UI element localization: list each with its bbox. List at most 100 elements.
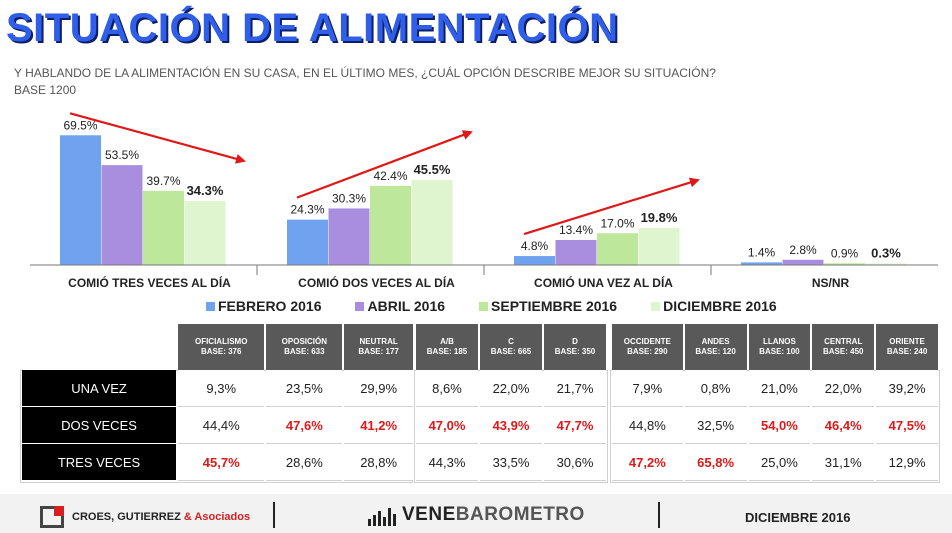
crosstab-regions: OCCIDENTE BASE: 290 ANDES BASE: 120 LLANOS BA… [610, 324, 940, 481]
footer-divider [658, 502, 660, 528]
row-label: TRES VECES [22, 444, 176, 481]
column-header-name: OCCIDENTE [623, 337, 671, 346]
category-label: COMIÓ UNA VEZ AL DÍA [534, 275, 673, 290]
table-row: DOS VECES 44,4% 47,6% 41,2% [22, 407, 413, 444]
bar-value-label: 69.5% [63, 118, 97, 132]
bar [184, 200, 226, 265]
column-header-name: NEUTRAL [359, 337, 398, 346]
bar-value-label: 34.3% [187, 183, 224, 198]
bar [555, 239, 597, 265]
bar [597, 233, 638, 265]
table-cell: 9,3% [178, 370, 265, 407]
bar [101, 165, 143, 265]
legend-swatch [355, 301, 365, 311]
bar [370, 185, 411, 265]
column-header: D BASE: 350 [544, 324, 606, 370]
column-header: OFICIALISMO BASE: 376 [178, 324, 265, 370]
footer-date: DICIEMBRE 2016 [745, 510, 851, 525]
table-row: TRES VECES 45,7% 28,6% 28,8% [22, 444, 413, 481]
bar-value-label: 13.4% [559, 223, 593, 237]
venebarometro-logo: VENEBAROMETRO [368, 504, 585, 526]
column-header-base: BASE: 350 [554, 347, 596, 356]
table-cell: 28,8% [344, 444, 413, 481]
legend-label: SEPTIEMBRE 2016 [491, 298, 618, 314]
table-row: 47,0% 43,9% 47,7% [416, 407, 606, 444]
table-cell: 7,9% [612, 370, 683, 407]
table-cell: 22,0% [812, 370, 875, 407]
bar [824, 263, 865, 265]
column-header-name: ANDES [701, 337, 730, 346]
crosstab-political: OFICIALISMO BASE: 376 OPOSICIÓN BASE: 633 NE… [20, 324, 415, 481]
table-cell: 21,0% [748, 370, 811, 407]
table-cell: 23,5% [266, 370, 343, 407]
bar [514, 256, 555, 265]
bar [865, 263, 907, 265]
table-row: 47,2% 65,8% 25,0% 31,1% 12,9% [612, 444, 938, 481]
legend-swatch [206, 301, 215, 311]
trend-arrow [69, 112, 246, 164]
bar-value-label: 0.9% [831, 246, 859, 260]
column-header: NEUTRAL BASE: 177 [344, 324, 413, 370]
table-cell: 45,7% [178, 444, 265, 481]
column-header-base: BASE: 185 [426, 347, 468, 356]
chart-legend: FEBRERO 2016 ABRIL 2016 SEPTIEMBRE 2016 DIC… [206, 298, 777, 314]
table-cell: 47,7% [544, 407, 606, 444]
column-header: ORIENTE BASE: 240 [876, 324, 938, 370]
table-cell: 65,8% [684, 444, 747, 481]
column-header-name: ORIENTE [889, 337, 925, 346]
table-cell: 21,7% [544, 370, 606, 407]
column-header-base: BASE: 177 [358, 347, 399, 356]
trend-arrow [296, 130, 473, 199]
bar-value-label: 0.3% [871, 246, 901, 261]
bar-value-label: 39.7% [146, 174, 180, 188]
table-cell: 31,1% [812, 444, 875, 481]
bar-value-label: 24.3% [290, 203, 324, 217]
bar [287, 219, 328, 265]
sample-base: BASE 1200 [14, 83, 77, 97]
table-cell: 32,5% [684, 407, 747, 444]
table-cell: 39,2% [876, 370, 938, 407]
category-label: NS/NR [812, 276, 850, 290]
table-row: 7,9% 0,8% 21,0% 22,0% 39,2% [612, 370, 938, 407]
table-cell: 43,9% [480, 407, 542, 444]
table-cell: 41,2% [344, 407, 413, 444]
category-label: COMIÓ DOS VECES AL DÍA [298, 275, 455, 290]
column-header-base: BASE: 240 [886, 347, 928, 356]
column-header-name: C [508, 337, 514, 346]
crosstab-socioeconomic: A/B BASE: 185 C BASE: 665 D BASE: 350 8,6% 22,0… [414, 324, 608, 481]
table-cell: 25,0% [748, 444, 811, 481]
legend-item: FEBRERO 2016 [206, 298, 321, 314]
table-cell: 44,4% [178, 407, 265, 444]
column-header-base: BASE: 290 [627, 347, 668, 356]
bar [411, 180, 453, 265]
table-row: 44,8% 32,5% 54,0% 46,4% 47,5% [612, 407, 938, 444]
column-header-name: LLANOS [762, 337, 796, 346]
category-label: COMIÓ TRES VECES AL DÍA [68, 275, 231, 290]
table-cell: 46,4% [812, 407, 875, 444]
row-label: UNA VEZ [22, 370, 176, 407]
column-header: C BASE: 665 [480, 324, 542, 370]
table-cell: 47,0% [416, 407, 478, 444]
column-header-base: BASE: 120 [695, 347, 736, 356]
table-cell: 28,6% [266, 444, 343, 481]
column-header: LLANOS BASE: 100 [748, 324, 811, 370]
table-cell: 44,8% [612, 407, 683, 444]
column-header-base: BASE: 100 [759, 347, 800, 356]
table-cell: 29,9% [344, 370, 413, 407]
table-cell: 8,6% [416, 370, 478, 407]
question-subtitle: Y HABLANDO DE LA ALIMENTACIÓN EN SU CASA… [14, 66, 716, 80]
footer-divider [273, 502, 275, 528]
legend-item: DICIEMBRE 2016 [651, 298, 777, 314]
row-label: DOS VECES [22, 407, 176, 444]
table-row: 44,3% 33,5% 30,6% [416, 444, 606, 481]
table-cell: 44,3% [416, 444, 478, 481]
header-blank [22, 324, 176, 370]
column-header: A/B BASE: 185 [416, 324, 478, 370]
column-header-name: A/B [440, 337, 454, 346]
column-header-base: BASE: 665 [490, 347, 532, 356]
column-header-name: D [572, 337, 578, 346]
bar-value-label: 17.0% [600, 216, 634, 230]
trend-arrow [523, 177, 700, 236]
legend-label: DICIEMBRE 2016 [663, 298, 777, 314]
table-cell: 22,0% [480, 370, 542, 407]
